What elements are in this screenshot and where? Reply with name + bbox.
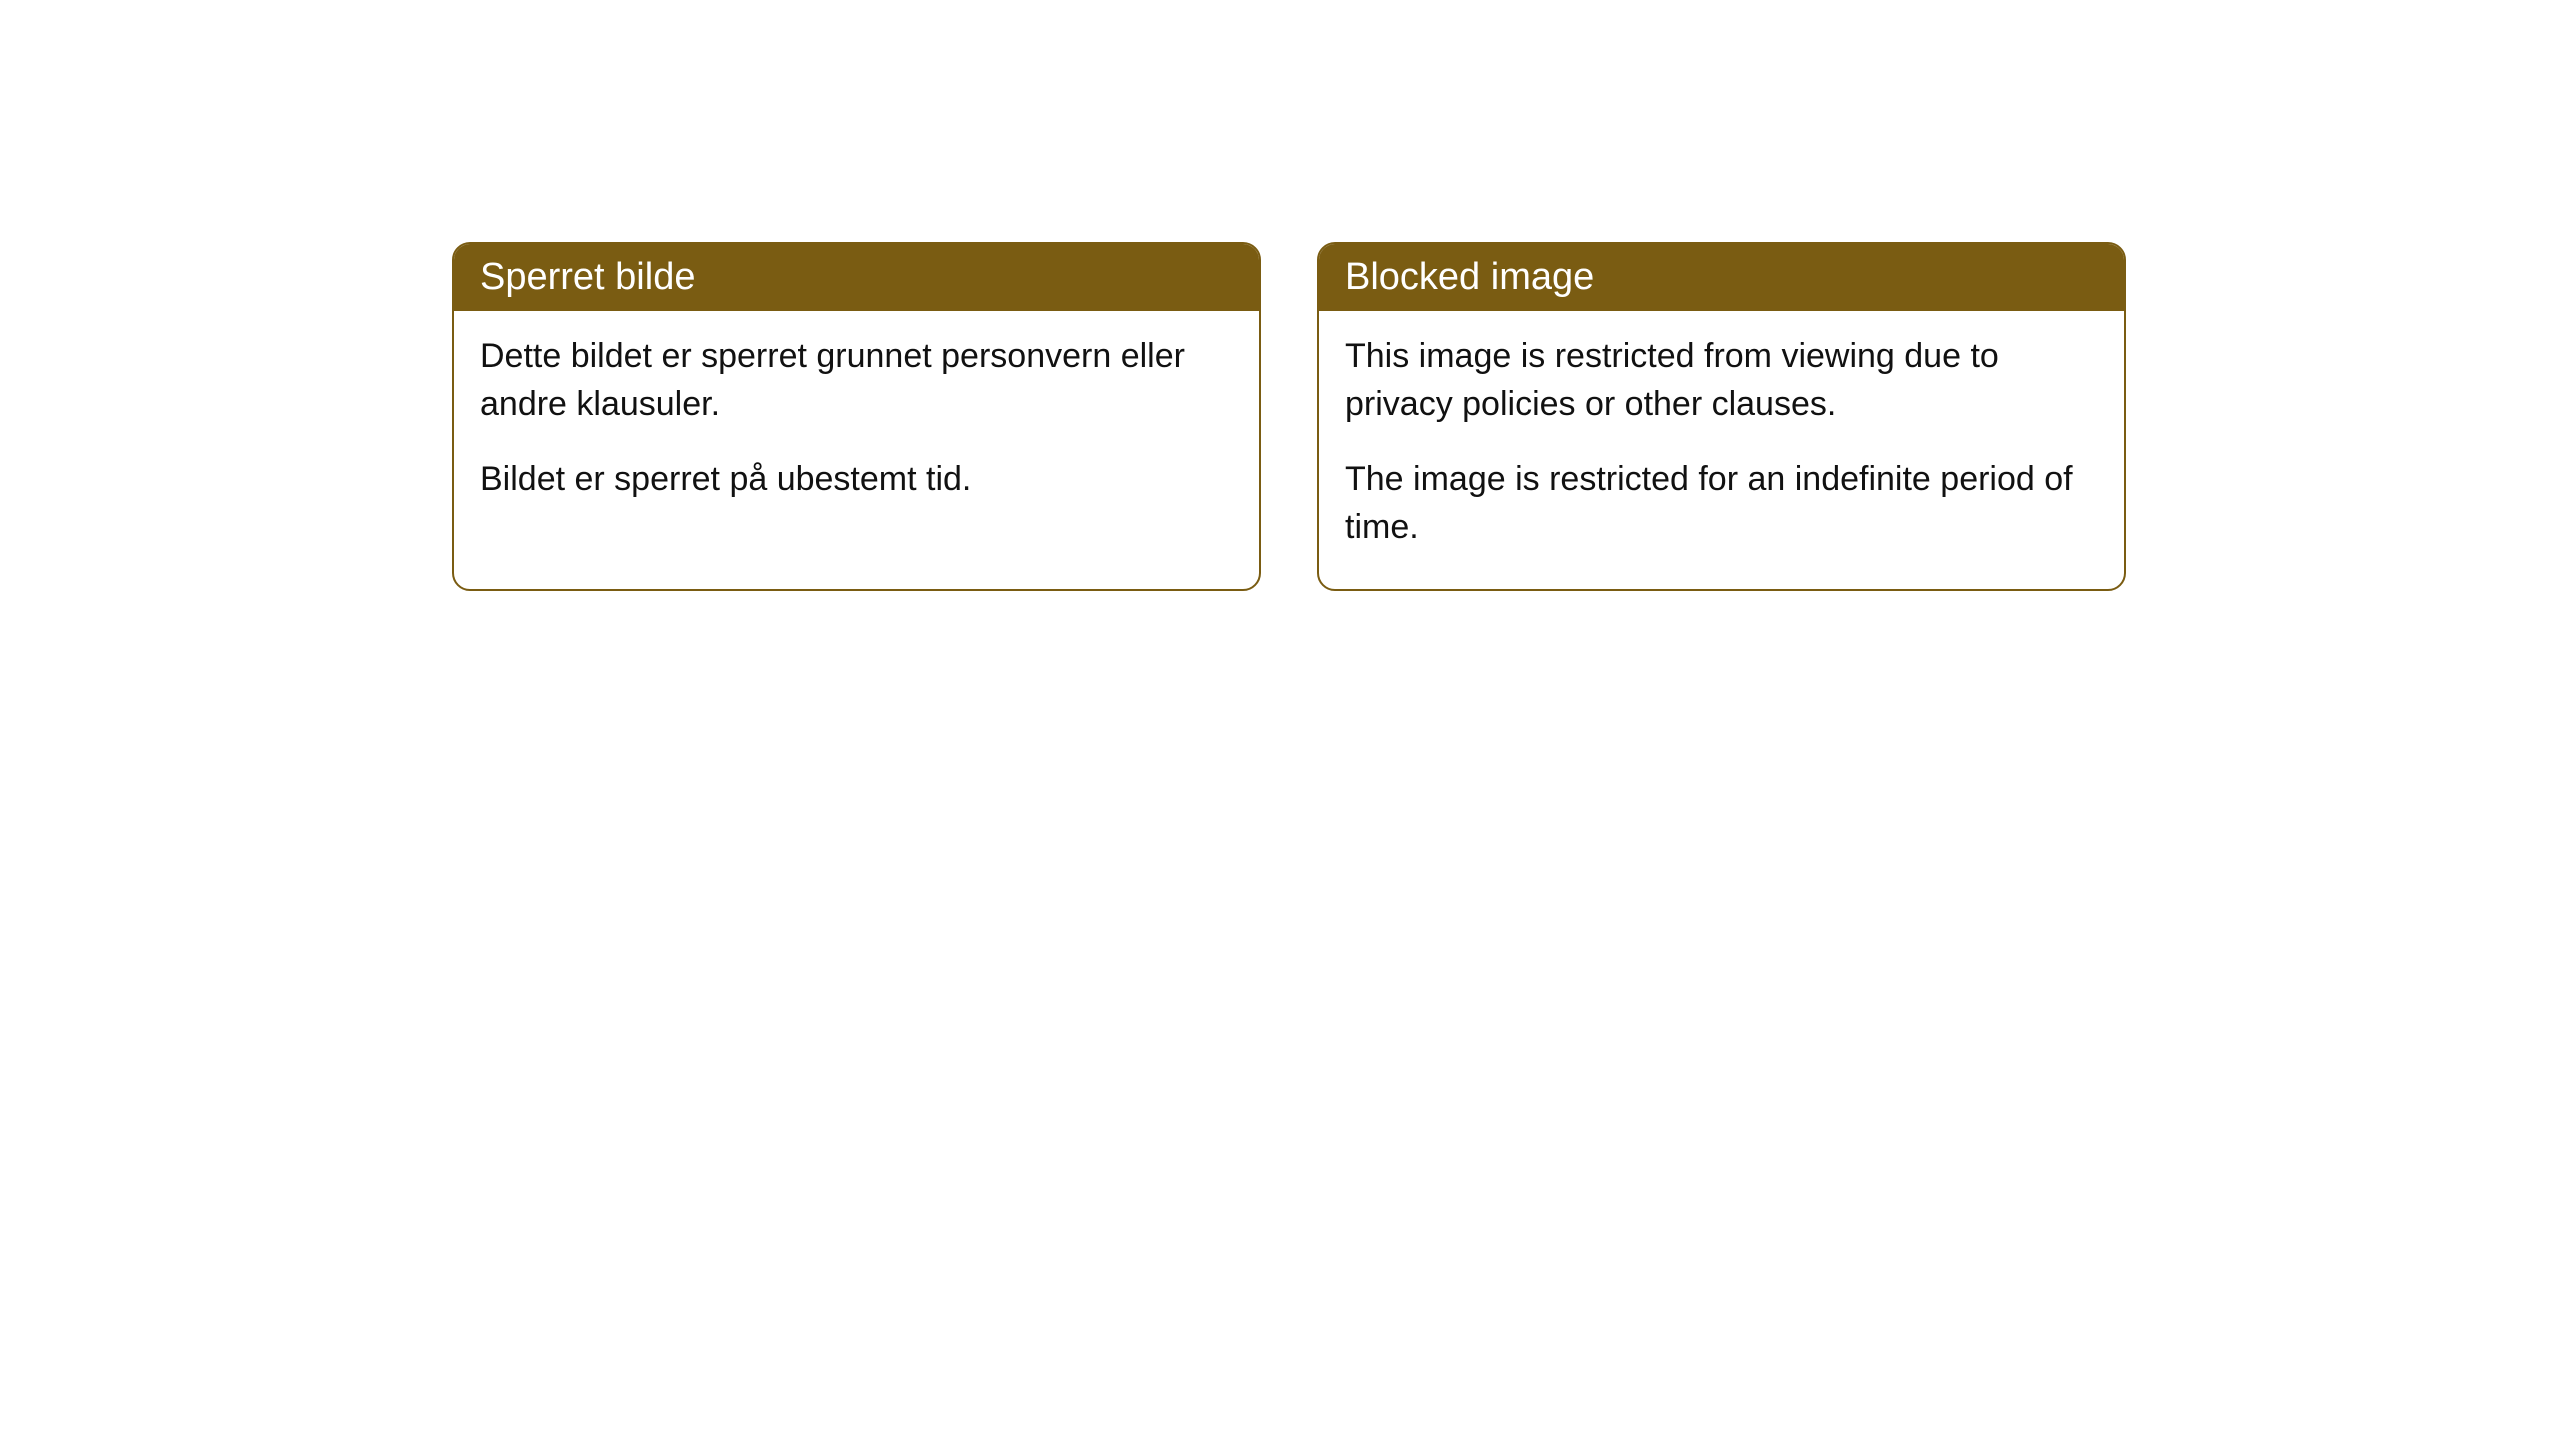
card-paragraph: The image is restricted for an indefinit… xyxy=(1345,456,2098,551)
card-title: Sperret bilde xyxy=(480,256,695,298)
card-paragraph: This image is restricted from viewing du… xyxy=(1345,333,2098,428)
card-title: Blocked image xyxy=(1345,256,1594,298)
card-body: This image is restricted from viewing du… xyxy=(1319,311,2124,589)
card-header: Blocked image xyxy=(1319,244,2124,311)
notice-cards-container: Sperret bilde Dette bildet er sperret gr… xyxy=(452,242,2560,591)
card-paragraph: Dette bildet er sperret grunnet personve… xyxy=(480,333,1233,428)
card-body: Dette bildet er sperret grunnet personve… xyxy=(454,311,1259,542)
notice-card-norwegian: Sperret bilde Dette bildet er sperret gr… xyxy=(452,242,1261,591)
notice-card-english: Blocked image This image is restricted f… xyxy=(1317,242,2126,591)
card-paragraph: Bildet er sperret på ubestemt tid. xyxy=(480,456,1233,504)
card-header: Sperret bilde xyxy=(454,244,1259,311)
